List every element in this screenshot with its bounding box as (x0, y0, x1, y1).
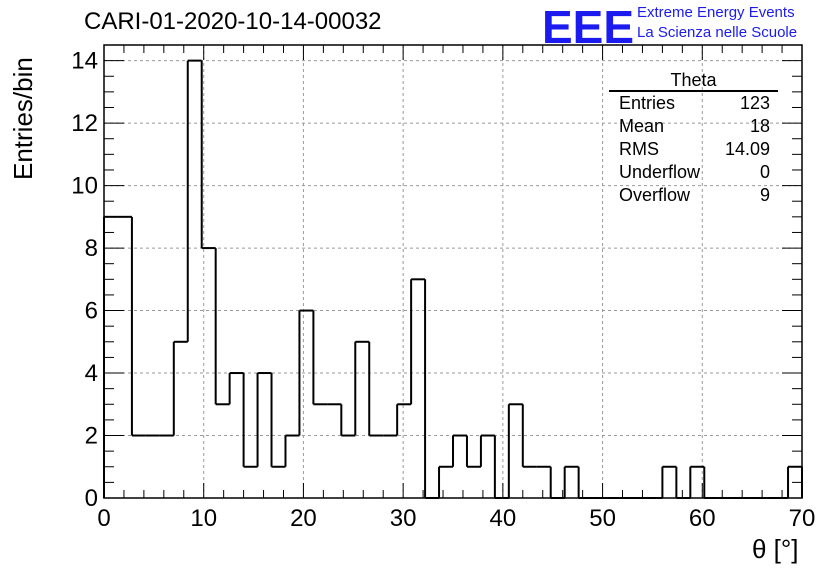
x-tick-label: 20 (290, 505, 317, 532)
logo-line-1: Extreme Energy Events (637, 4, 795, 21)
stats-value: 18 (749, 116, 770, 136)
x-tick-label: 40 (490, 505, 517, 532)
stats-row-overflow: Overflow 9 (609, 184, 778, 207)
stats-label: Underflow (619, 162, 701, 182)
y-tick-label: 8 (85, 235, 98, 262)
x-tick-label: 10 (190, 505, 217, 532)
stats-value: 14.09 (724, 139, 770, 159)
stats-label: Mean (619, 116, 665, 136)
stats-title: Theta (609, 70, 778, 92)
x-tick-label: 50 (589, 505, 616, 532)
y-tick-label: 0 (85, 485, 98, 512)
logo-line-2: La Scienza nelle Scuole (637, 24, 798, 41)
y-tick-label: 2 (85, 423, 98, 450)
y-tick-label: 12 (71, 110, 98, 137)
y-axis-label: Entries/bin (8, 57, 38, 180)
eee-logo: EEE (542, 1, 635, 53)
stats-row-mean: Mean 18 (609, 115, 778, 138)
x-tick-label: 0 (97, 505, 110, 532)
stats-row-rms: RMS 14.09 (609, 138, 778, 161)
x-tick-label: 70 (789, 505, 816, 532)
stats-label: Overflow (619, 185, 691, 205)
stats-label: RMS (619, 139, 659, 159)
y-tick-label: 4 (85, 360, 98, 387)
stats-value: 9 (759, 185, 770, 205)
stats-row-entries: Entries 123 (609, 92, 778, 115)
stats-box: Theta Entries 123 Mean 18 RMS 14.09 Unde… (609, 70, 778, 207)
stats-value: 0 (759, 162, 770, 182)
y-tick-label: 10 (71, 173, 98, 200)
y-tick-label: 14 (71, 48, 98, 75)
stats-row-underflow: Underflow 0 (609, 161, 778, 184)
x-axis-label: θ [°] (752, 534, 799, 564)
chart-title: CARI-01-2020-10-14-00032 (84, 8, 382, 35)
plot-frame (103, 44, 803, 499)
x-tick-label: 30 (390, 505, 417, 532)
stats-label: Entries (619, 93, 676, 113)
stats-value: 123 (739, 93, 770, 113)
y-tick-label: 6 (85, 298, 98, 325)
x-tick-label: 60 (689, 505, 716, 532)
